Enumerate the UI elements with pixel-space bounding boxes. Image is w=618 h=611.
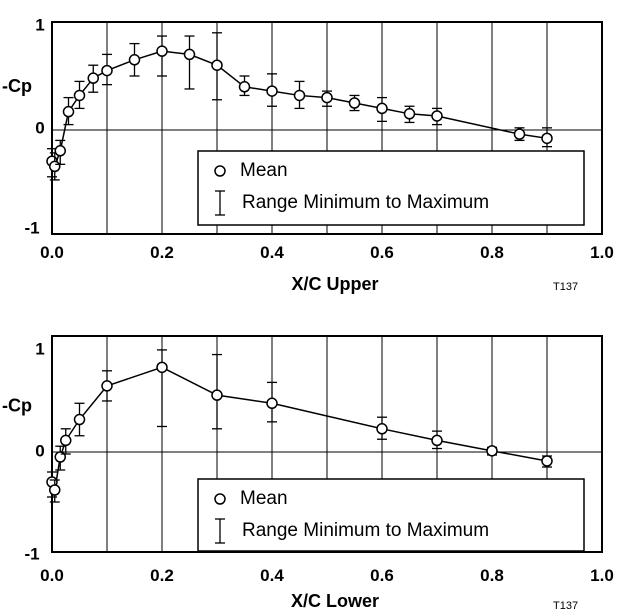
mean-point [128,54,141,66]
mean-point [431,110,443,122]
legend-range-label: Range Minimum to Maximum [242,192,489,213]
mean-point [54,145,66,157]
figure-tag: T137 [553,281,578,293]
figure-tag: T137 [553,600,578,611]
mean-point [49,160,61,173]
mean-point [183,48,196,61]
legend-mean-label: Mean [240,160,288,181]
mean-point [403,108,416,120]
legend-box [197,478,585,552]
y-tick-label: 0 [35,118,44,137]
x-tick-label: 1.0 [590,243,614,262]
x-axis-label: X/C Upper [291,274,378,294]
mean-point [49,484,61,496]
mean-point [541,455,553,467]
mean-point [376,102,388,115]
mean-point [156,361,168,374]
legend-range-label: Range Minimum to Maximum [242,520,489,541]
x-tick-label: 0.8 [480,243,504,262]
legend-mean-label: Mean [240,488,288,509]
mean-point [238,81,251,93]
mean-point [486,445,498,457]
y-axis-label: -Cp [2,76,32,96]
mean-point [293,89,306,102]
mean-point [62,105,75,118]
legend-mean-marker [214,165,226,177]
x-tick-label: 0.0 [40,243,64,262]
legend-mean-marker [214,493,226,505]
y-tick-label: -1 [24,544,39,563]
mean-point [348,97,361,109]
x-tick-label: 0.2 [150,243,174,262]
y-tick-label: 1 [35,339,44,358]
x-tick-label: 0.4 [260,566,284,585]
mean-point [101,380,113,392]
x-tick-label: 1.0 [590,566,614,585]
mean-line [51,366,548,491]
mean-point [513,128,526,140]
mean-point [87,72,99,84]
mean-point [73,89,86,102]
mean-point [431,434,443,447]
y-tick-label: -1 [24,218,39,237]
legend-box [197,150,585,226]
x-tick-label: 0.4 [260,243,284,262]
lower-chart: 0.0 0.2 0.4 0.6 0.8 1.0 1 0 -1 -Cp X/C Lower T137 Me… [2,335,614,611]
x-tick-label: 0.6 [370,243,394,262]
x-axis-label: X/C Lower [291,591,379,611]
mean-point [73,413,86,426]
mean-point [211,59,223,71]
upper-chart: 0.0 0.2 0.4 0.6 0.8 1.0 1 0 -1 -Cp X/C Upper T137 Me… [2,15,614,294]
mean-point [60,434,72,447]
mean-point [321,91,333,104]
x-tick-label: 0.2 [150,566,174,585]
plot-frame [51,335,603,553]
mean-point [376,423,388,435]
y-tick-label: 0 [35,441,44,460]
x-tick-label: 0.0 [40,566,64,585]
y-tick-label: 1 [35,15,44,34]
mean-point [156,45,168,57]
x-tick-label: 0.6 [370,566,394,585]
mean-point [541,132,553,145]
mean-point [101,64,113,77]
x-tick-label: 0.8 [480,566,504,585]
plot-frame [51,21,603,235]
mean-point [211,389,223,401]
mean-point [266,397,278,410]
mean-point [266,85,278,97]
y-axis-label: -Cp [2,395,32,415]
